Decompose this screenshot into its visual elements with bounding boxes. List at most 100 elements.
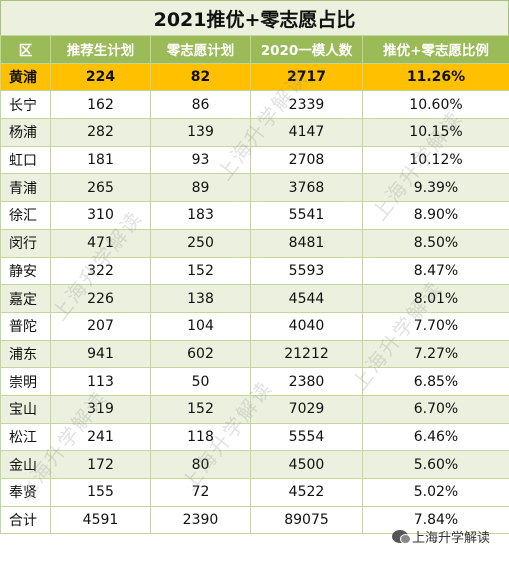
cell-exam-count: 2717 (250, 62, 363, 92)
cell-region: 闵行 (0, 228, 51, 258)
table-row: 杨浦 282 139 4147 10.15% (0, 118, 509, 147)
cell-recommend-plan: 224 (50, 62, 151, 92)
cell-recommend-plan: 162 (50, 90, 151, 120)
cell-zero-plan: 602 (150, 339, 251, 369)
wechat-icon (392, 530, 411, 544)
table-row: 松江 241 118 5554 6.46% (0, 422, 509, 452)
cell-exam-count: 3768 (250, 173, 363, 203)
cell-exam-count: 5554 (250, 422, 363, 452)
cell-recommend-plan: 226 (50, 284, 151, 313)
cell-zero-plan: 152 (150, 256, 251, 286)
cell-exam-count: 21212 (250, 339, 363, 369)
cell-exam-count: 5541 (250, 201, 363, 230)
cell-region: 松江 (0, 422, 51, 452)
cell-exam-count: 8481 (250, 228, 363, 258)
table-row: 宝山 319 152 7029 6.70% (0, 394, 509, 424)
table-row: 闵行 471 250 8481 8.50% (0, 228, 509, 258)
cell-ratio: 10.15% (362, 118, 509, 147)
cell-recommend-plan: 155 (50, 478, 151, 507)
cell-region: 嘉定 (0, 284, 51, 313)
wechat-label: 上海升学解读 (412, 531, 491, 546)
cell-region: 浦东 (0, 339, 51, 369)
cell-exam-count: 4500 (250, 450, 363, 479)
cell-ratio: 6.85% (362, 367, 509, 396)
cell-zero-plan: 2390 (150, 505, 251, 535)
cell-zero-plan: 104 (150, 311, 251, 341)
cell-ratio: 9.39% (362, 173, 509, 203)
table-row: 崇明 113 50 2380 6.85% (0, 367, 509, 396)
data-table: 区 推荐生计划 零志愿计划 2020一模人数 推优+零志愿比例 黄浦 224 82 2… (0, 35, 509, 535)
cell-exam-count: 7029 (250, 394, 363, 424)
cell-recommend-plan: 181 (50, 145, 151, 175)
cell-region: 崇明 (0, 367, 51, 396)
cell-zero-plan: 152 (150, 394, 251, 424)
cell-zero-plan: 250 (150, 228, 251, 258)
cell-zero-plan: 80 (150, 450, 251, 479)
cell-region: 宝山 (0, 394, 51, 424)
cell-recommend-plan: 265 (50, 173, 151, 203)
cell-ratio: 6.46% (362, 422, 509, 452)
cell-ratio: 5.60% (362, 450, 509, 479)
header-exam-count: 2020一模人数 (250, 35, 363, 64)
header-ratio: 推优+零志愿比例 (362, 35, 509, 64)
cell-zero-plan: 50 (150, 367, 251, 396)
table-row: 静安 322 152 5593 8.47% (0, 256, 509, 286)
cell-region: 静安 (0, 256, 51, 286)
cell-exam-count: 4147 (250, 118, 363, 147)
cell-recommend-plan: 4591 (50, 505, 151, 535)
cell-exam-count: 2339 (250, 90, 363, 120)
header-zero-plan: 零志愿计划 (150, 35, 251, 64)
cell-ratio: 7.70% (362, 311, 509, 341)
cell-exam-count: 2708 (250, 145, 363, 175)
table-row: 虹口 181 93 2708 10.12% (0, 145, 509, 175)
cell-zero-plan: 89 (150, 173, 251, 203)
header-region: 区 (0, 35, 51, 64)
cell-region: 长宁 (0, 90, 51, 120)
cell-recommend-plan: 471 (50, 228, 151, 258)
cell-zero-plan: 139 (150, 118, 251, 147)
cell-ratio: 5.02% (362, 478, 509, 507)
table-row: 普陀 207 104 4040 7.70% (0, 311, 509, 341)
cell-recommend-plan: 207 (50, 311, 151, 341)
cell-recommend-plan: 319 (50, 394, 151, 424)
cell-recommend-plan: 941 (50, 339, 151, 369)
cell-exam-count: 5593 (250, 256, 363, 286)
cell-ratio: 8.50% (362, 228, 509, 258)
cell-region: 黄浦 (0, 62, 51, 92)
cell-recommend-plan: 282 (50, 118, 151, 147)
cell-exam-count: 2380 (250, 367, 363, 396)
cell-ratio: 8.47% (362, 256, 509, 286)
cell-region: 虹口 (0, 145, 51, 175)
cell-recommend-plan: 241 (50, 422, 151, 452)
wechat-badge: 上海升学解读 (392, 527, 490, 546)
cell-exam-count: 89075 (250, 505, 363, 535)
cell-ratio: 8.01% (362, 284, 509, 313)
cell-recommend-plan: 113 (50, 367, 151, 396)
header-row: 区 推荐生计划 零志愿计划 2020一模人数 推优+零志愿比例 (0, 35, 509, 64)
cell-ratio: 10.12% (362, 145, 509, 175)
cell-ratio: 6.70% (362, 394, 509, 424)
table-row: 青浦 265 89 3768 9.39% (0, 173, 509, 203)
cell-ratio: 10.60% (362, 90, 509, 120)
cell-region: 普陀 (0, 311, 51, 341)
cell-ratio: 11.26% (362, 62, 509, 92)
cell-ratio: 7.27% (362, 339, 509, 369)
cell-zero-plan: 86 (150, 90, 251, 120)
cell-zero-plan: 138 (150, 284, 251, 313)
cell-exam-count: 4040 (250, 311, 363, 341)
table-row: 奉贤 155 72 4522 5.02% (0, 478, 509, 507)
cell-region: 合计 (0, 505, 51, 535)
cell-region: 青浦 (0, 173, 51, 203)
table-row: 嘉定 226 138 4544 8.01% (0, 284, 509, 313)
header-recommend-plan: 推荐生计划 (50, 35, 151, 64)
table-row: 金山 172 80 4500 5.60% (0, 450, 509, 479)
cell-region: 奉贤 (0, 478, 51, 507)
table-row: 徐汇 310 183 5541 8.90% (0, 201, 509, 230)
cell-recommend-plan: 322 (50, 256, 151, 286)
table-row: 浦东 941 602 21212 7.27% (0, 339, 509, 369)
cell-region: 金山 (0, 450, 51, 479)
cell-zero-plan: 183 (150, 201, 251, 230)
cell-zero-plan: 72 (150, 478, 251, 507)
cell-zero-plan: 82 (150, 62, 251, 92)
